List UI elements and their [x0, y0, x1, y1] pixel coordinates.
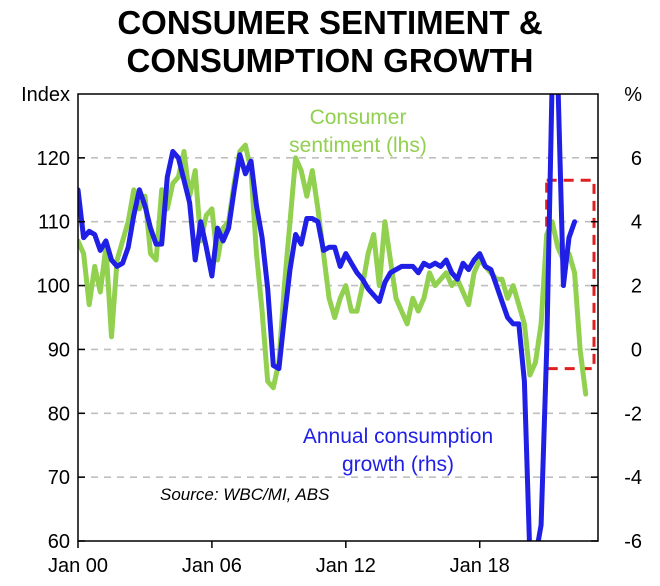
right-tick-label: 0 [631, 339, 642, 361]
axis-labels: 60 70 80 90 100 110 120 Index -6 -4 -2 0 2 4 6% Jan 00 J… [21, 84, 642, 577]
right-tick-label: -6 [624, 531, 642, 553]
series-label-consumption-growth-line-2: growth (rhs) [342, 453, 454, 476]
x-tick-label: Jan 00 [48, 555, 108, 577]
left-tick-label: 120 [37, 148, 70, 170]
right-tick-label: -2 [624, 403, 642, 425]
series-layer [78, 94, 589, 541]
left-tick-label: 100 [37, 276, 70, 298]
left-tick-label: 90 [48, 339, 70, 361]
left-tick-label: 70 [48, 467, 70, 489]
highlight-box [545, 178, 596, 371]
left-tick-label: 60 [48, 531, 70, 553]
series-label-consumer-sentiment-line-2: sentiment (lhs) [289, 134, 427, 157]
left-tick-label: 80 [48, 403, 70, 425]
plot-frame-layer [77, 93, 599, 542]
x-tick-label: Jan 18 [450, 555, 510, 577]
right-tick-label: 4 [631, 212, 642, 234]
source-note: Source: WBC/MI, ABS [160, 485, 330, 504]
chart-title-line-1: CONSUMER SENTIMENT & [117, 4, 543, 41]
annotation-labels: Consumer sentiment (lhs) Annual consumptio… [160, 106, 493, 504]
series-label-consumer-sentiment-line-1: Consumer [310, 106, 407, 129]
right-axis-unit: % [624, 84, 642, 106]
series-label-consumption-growth-line-1: Annual consumption [303, 425, 493, 448]
right-tick-label: 2 [631, 276, 642, 298]
right-tick-label: -4 [624, 467, 642, 489]
right-tick-label: 6 [631, 148, 642, 170]
x-tick-label: Jan 12 [316, 555, 376, 577]
chart-title-line-2: CONSUMPTION GROWTH [126, 42, 534, 79]
left-tick-label: 110 [38, 212, 70, 234]
series-line-consumption-growth [78, 94, 578, 541]
highlight-box-layer [545, 178, 596, 371]
left-axis-unit: Index [21, 84, 70, 106]
series-line-consumer-sentiment [78, 142, 589, 397]
plot-frame [77, 93, 599, 542]
x-tick-label: Jan 06 [182, 555, 242, 577]
